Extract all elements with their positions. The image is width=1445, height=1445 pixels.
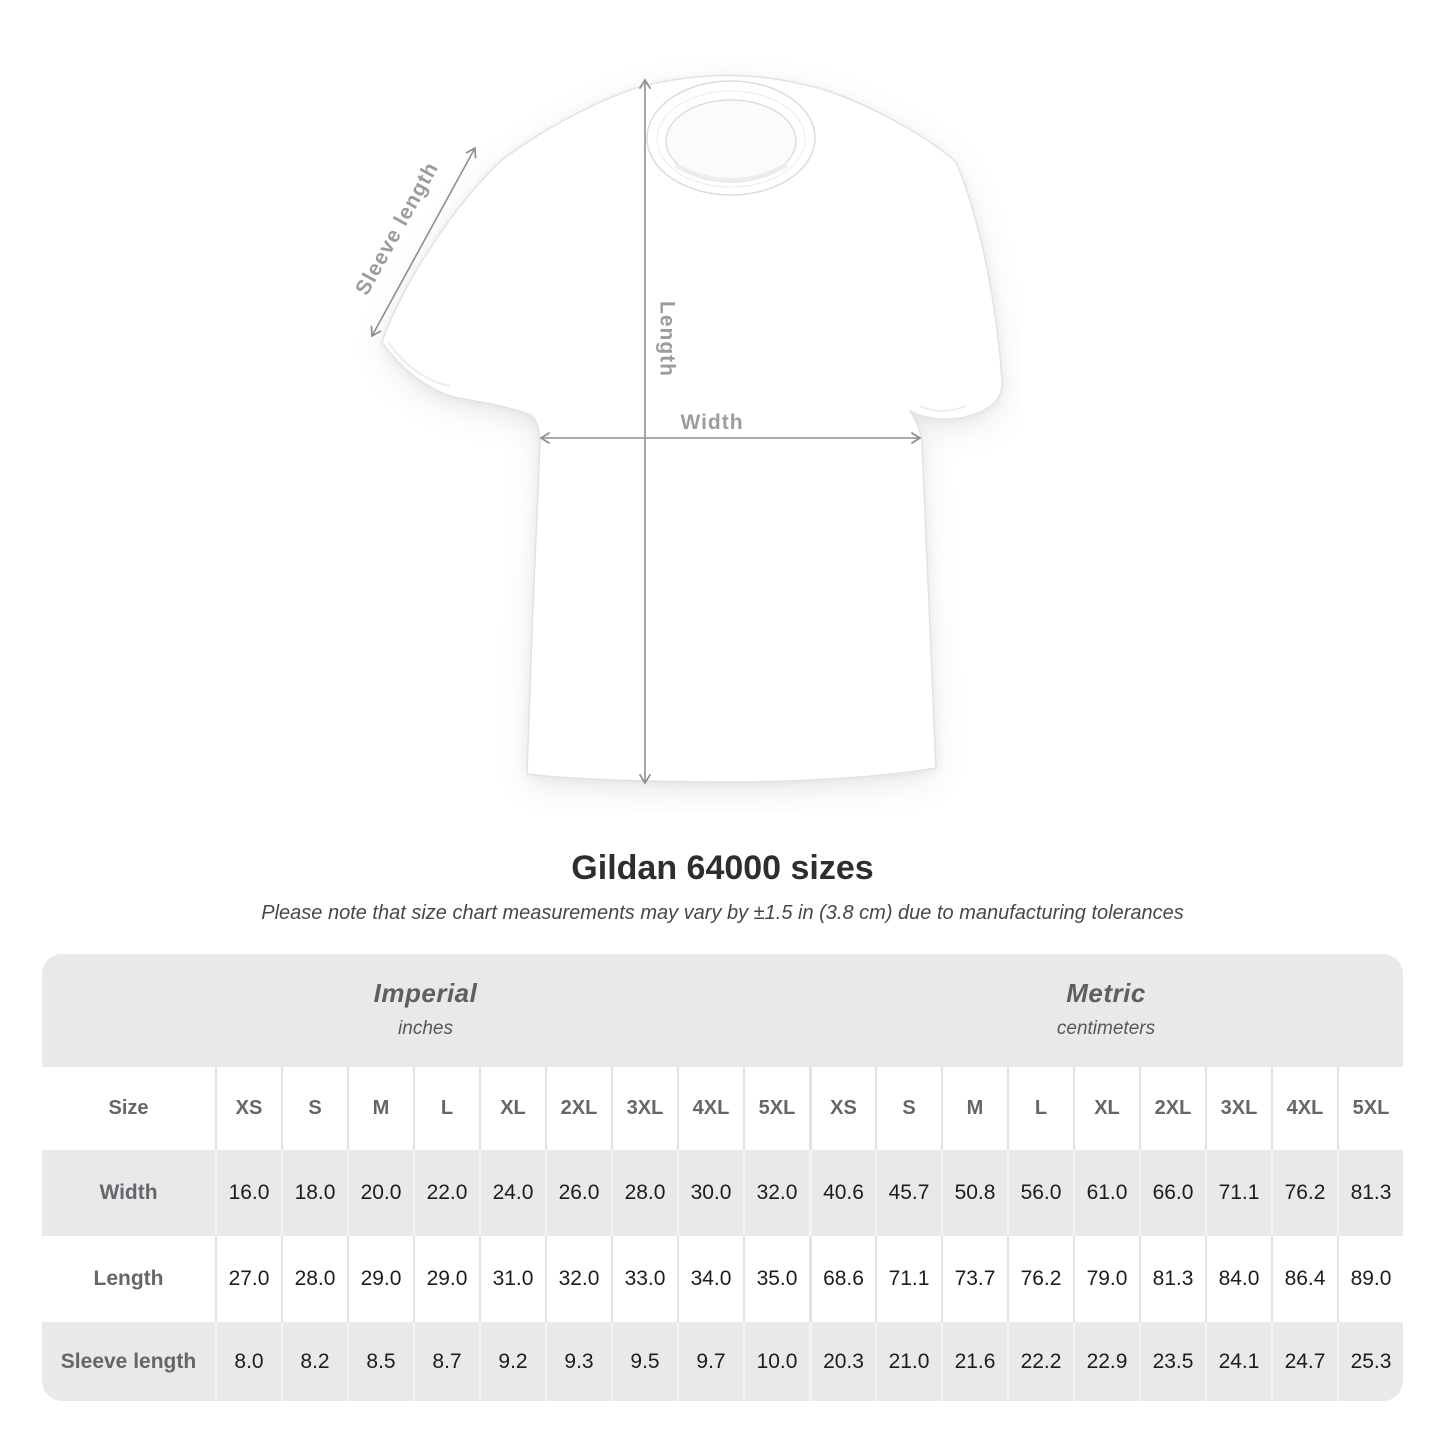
imperial-group-unit: inches: [398, 1018, 453, 1039]
size-value-cell: 50.8: [941, 1150, 1007, 1236]
size-value-cell: 71.1: [875, 1236, 941, 1322]
metric-group-title: Metric: [1066, 978, 1146, 1008]
size-column-header: L: [413, 1067, 479, 1150]
row-label: Length: [42, 1236, 215, 1322]
size-value-cell: 22.2: [1007, 1322, 1073, 1401]
size-column-header: XL: [1073, 1067, 1139, 1150]
size-value-cell: 81.3: [1139, 1236, 1205, 1322]
size-value-cell: 34.0: [677, 1236, 743, 1322]
size-column-header: S: [875, 1067, 941, 1150]
size-value-cell: 32.0: [545, 1236, 611, 1322]
collar: [646, 80, 816, 196]
size-value-cell: 76.2: [1271, 1150, 1337, 1236]
size-column-header: 5XL: [1337, 1067, 1403, 1150]
size-column-header: 2XL: [545, 1067, 611, 1150]
size-value-cell: 24.0: [479, 1150, 545, 1236]
size-value-cell: 68.6: [809, 1236, 875, 1322]
size-value-cell: 31.0: [479, 1236, 545, 1322]
size-column-header: 3XL: [1205, 1067, 1271, 1150]
size-value-cell: 32.0: [743, 1150, 809, 1236]
size-value-cell: 26.0: [545, 1150, 611, 1236]
size-value-cell: 21.0: [875, 1322, 941, 1401]
size-value-cell: 89.0: [1337, 1236, 1403, 1322]
size-value-cell: 24.1: [1205, 1322, 1271, 1401]
size-value-cell: 9.5: [611, 1322, 677, 1401]
size-value-cell: 81.3: [1337, 1150, 1403, 1236]
size-value-cell: 9.3: [545, 1322, 611, 1401]
size-value-cell: 40.6: [809, 1150, 875, 1236]
size-value-cell: 86.4: [1271, 1236, 1337, 1322]
size-value-cell: 66.0: [1139, 1150, 1205, 1236]
row-label: Width: [42, 1150, 215, 1236]
size-value-cell: 18.0: [281, 1150, 347, 1236]
size-value-cell: 8.0: [215, 1322, 281, 1401]
tshirt-illustration: [381, 74, 1003, 783]
size-column-header: 5XL: [743, 1067, 809, 1150]
size-value-cell: 8.2: [281, 1322, 347, 1401]
size-value-cell: 25.3: [1337, 1322, 1403, 1401]
size-value-cell: 45.7: [875, 1150, 941, 1236]
imperial-group-header: Imperial inches: [42, 954, 809, 1067]
size-value-cell: 23.5: [1139, 1322, 1205, 1401]
size-value-cell: 29.0: [347, 1236, 413, 1322]
size-column-header: S: [281, 1067, 347, 1150]
length-label: Length: [655, 301, 678, 377]
size-column-header: 3XL: [611, 1067, 677, 1150]
size-value-cell: 73.7: [941, 1236, 1007, 1322]
size-column-header: XS: [215, 1067, 281, 1150]
size-column-header: XL: [479, 1067, 545, 1150]
tshirt-diagram: Length Width Sleeve length: [290, 40, 1020, 810]
size-column-header: L: [1007, 1067, 1073, 1150]
size-column-header: M: [941, 1067, 1007, 1150]
size-value-cell: 84.0: [1205, 1236, 1271, 1322]
size-value-cell: 28.0: [281, 1236, 347, 1322]
size-value-cell: 28.0: [611, 1150, 677, 1236]
size-value-cell: 35.0: [743, 1236, 809, 1322]
width-label: Width: [680, 411, 743, 434]
size-value-cell: 20.3: [809, 1322, 875, 1401]
size-value-cell: 24.7: [1271, 1322, 1337, 1401]
size-column-header: 4XL: [1271, 1067, 1337, 1150]
size-value-cell: 71.1: [1205, 1150, 1271, 1236]
tolerance-note: Please note that size chart measurements…: [261, 902, 1184, 924]
metric-group-header: Metric centimeters: [809, 954, 1403, 1067]
size-value-cell: 29.0: [413, 1236, 479, 1322]
size-value-cell: 33.0: [611, 1236, 677, 1322]
size-corner-header: Size: [42, 1067, 215, 1150]
size-value-cell: 8.7: [413, 1322, 479, 1401]
size-column-header: 2XL: [1139, 1067, 1205, 1150]
size-column-header: 4XL: [677, 1067, 743, 1150]
size-value-cell: 8.5: [347, 1322, 413, 1401]
size-value-cell: 30.0: [677, 1150, 743, 1236]
size-value-cell: 9.2: [479, 1322, 545, 1401]
imperial-group-title: Imperial: [373, 978, 478, 1008]
size-value-cell: 10.0: [743, 1322, 809, 1401]
size-value-cell: 21.6: [941, 1322, 1007, 1401]
size-column-header: XS: [809, 1067, 875, 1150]
size-value-cell: 76.2: [1007, 1236, 1073, 1322]
size-value-cell: 56.0: [1007, 1150, 1073, 1236]
page-title: Gildan 64000 sizes: [571, 849, 874, 887]
row-label: Sleeve length: [42, 1322, 215, 1401]
size-value-cell: 22.9: [1073, 1322, 1139, 1401]
size-value-cell: 20.0: [347, 1150, 413, 1236]
metric-group-unit: centimeters: [1056, 1018, 1156, 1039]
size-value-cell: 79.0: [1073, 1236, 1139, 1322]
size-value-cell: 16.0: [215, 1150, 281, 1236]
size-value-cell: 9.7: [677, 1322, 743, 1401]
size-table: Imperial inches Metric centimeters Size X…: [42, 954, 1403, 1401]
size-value-cell: 61.0: [1073, 1150, 1139, 1236]
size-column-header: M: [347, 1067, 413, 1150]
sleeve-length-arrow: [370, 146, 477, 338]
size-value-cell: 27.0: [215, 1236, 281, 1322]
size-value-cell: 22.0: [413, 1150, 479, 1236]
